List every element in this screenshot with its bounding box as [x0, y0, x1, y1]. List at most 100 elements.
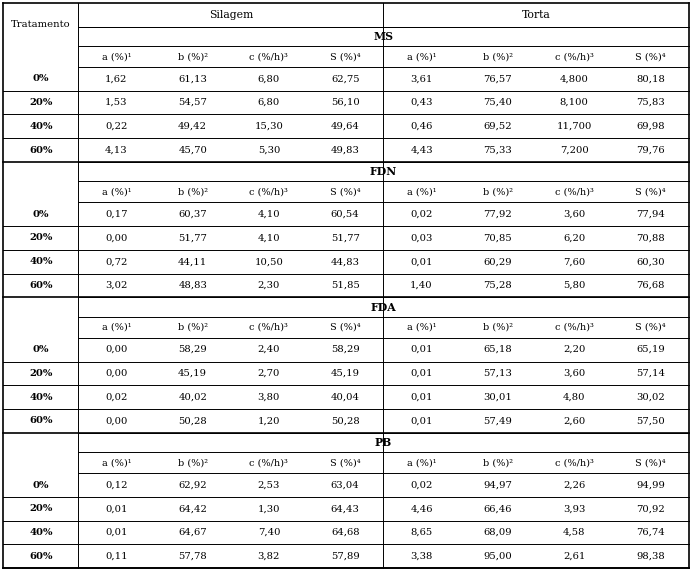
Text: S (%)⁴: S (%)⁴	[330, 323, 361, 332]
Text: 2,61: 2,61	[563, 552, 585, 561]
Text: 0,22: 0,22	[105, 122, 127, 131]
Text: 6,80: 6,80	[258, 98, 280, 107]
Text: 68,09: 68,09	[484, 528, 512, 537]
Text: 54,57: 54,57	[179, 98, 207, 107]
Text: 0,02: 0,02	[410, 210, 432, 219]
Text: 63,04: 63,04	[331, 481, 360, 489]
Text: 0%: 0%	[33, 74, 49, 83]
Text: 30,01: 30,01	[484, 393, 512, 401]
Text: 3,82: 3,82	[257, 552, 280, 561]
Text: S (%)⁴: S (%)⁴	[330, 458, 361, 467]
Text: 45,70: 45,70	[179, 146, 207, 155]
Text: 57,50: 57,50	[636, 416, 665, 425]
Text: Silagem: Silagem	[209, 10, 253, 20]
Text: Tratamento: Tratamento	[11, 20, 71, 29]
Text: S (%)⁴: S (%)⁴	[635, 458, 666, 467]
Text: 64,68: 64,68	[331, 528, 360, 537]
Text: 6,20: 6,20	[563, 234, 585, 243]
Text: 4,10: 4,10	[257, 210, 280, 219]
Text: 20%: 20%	[29, 98, 53, 107]
Text: 48,83: 48,83	[179, 281, 207, 290]
Text: 40%: 40%	[29, 122, 53, 131]
Text: b (%)²: b (%)²	[483, 323, 513, 332]
Text: a (%)¹: a (%)¹	[102, 187, 131, 196]
Text: 60%: 60%	[29, 552, 53, 561]
Text: MS: MS	[374, 31, 393, 42]
Text: 56,10: 56,10	[331, 98, 360, 107]
Text: 65,18: 65,18	[484, 345, 512, 354]
Text: 80,18: 80,18	[636, 74, 665, 83]
Text: 0%: 0%	[33, 345, 49, 354]
Text: 49,83: 49,83	[331, 146, 360, 155]
Text: 0,00: 0,00	[105, 345, 127, 354]
Text: 3,93: 3,93	[563, 504, 585, 513]
Text: b (%)²: b (%)²	[178, 187, 208, 196]
Text: 3,61: 3,61	[410, 74, 432, 83]
Text: 57,78: 57,78	[179, 552, 207, 561]
Text: 40,02: 40,02	[179, 393, 207, 401]
Text: 1,53: 1,53	[105, 98, 127, 107]
Text: 0,02: 0,02	[105, 393, 127, 401]
Text: 98,38: 98,38	[636, 552, 665, 561]
Text: 4,80: 4,80	[563, 393, 585, 401]
Text: 50,28: 50,28	[179, 416, 207, 425]
Text: 95,00: 95,00	[484, 552, 512, 561]
Text: 2,30: 2,30	[257, 281, 280, 290]
Text: S (%)⁴: S (%)⁴	[635, 323, 666, 332]
Text: a (%)¹: a (%)¹	[407, 187, 437, 196]
Text: 50,28: 50,28	[331, 416, 360, 425]
Text: 1,20: 1,20	[257, 416, 280, 425]
Text: 0,00: 0,00	[105, 416, 127, 425]
Text: PB: PB	[375, 437, 392, 448]
Text: 0,01: 0,01	[410, 416, 432, 425]
Text: 2,53: 2,53	[257, 481, 280, 489]
Text: 0,01: 0,01	[410, 369, 432, 378]
Text: 0,01: 0,01	[410, 393, 432, 401]
Text: 57,89: 57,89	[331, 552, 360, 561]
Text: 7,40: 7,40	[257, 528, 280, 537]
Text: 4,46: 4,46	[410, 504, 432, 513]
Text: 2,20: 2,20	[563, 345, 585, 354]
Text: 10,50: 10,50	[255, 258, 283, 266]
Text: 8,100: 8,100	[560, 98, 588, 107]
Text: b (%)²: b (%)²	[483, 52, 513, 61]
Text: 44,11: 44,11	[178, 258, 208, 266]
Text: 61,13: 61,13	[179, 74, 207, 83]
Text: 75,40: 75,40	[484, 98, 512, 107]
Text: a (%)¹: a (%)¹	[407, 458, 437, 467]
Text: 4,58: 4,58	[563, 528, 585, 537]
Text: 3,60: 3,60	[563, 369, 585, 378]
Text: 0,02: 0,02	[410, 481, 432, 489]
Text: 0,43: 0,43	[410, 98, 432, 107]
Text: 6,80: 6,80	[258, 74, 280, 83]
Text: 76,74: 76,74	[636, 528, 665, 537]
Text: c (%/h)³: c (%/h)³	[555, 458, 594, 467]
Text: 60,54: 60,54	[331, 210, 360, 219]
Text: b (%)²: b (%)²	[483, 187, 513, 196]
Text: 65,19: 65,19	[636, 345, 665, 354]
Text: a (%)¹: a (%)¹	[102, 52, 131, 61]
Text: 69,52: 69,52	[484, 122, 512, 131]
Text: b (%)²: b (%)²	[178, 458, 208, 467]
Text: 1,40: 1,40	[410, 281, 432, 290]
Text: Torta: Torta	[522, 10, 550, 20]
Text: S (%)⁴: S (%)⁴	[635, 187, 666, 196]
Text: a (%)¹: a (%)¹	[102, 323, 131, 332]
Text: S (%)⁴: S (%)⁴	[330, 187, 361, 196]
Text: 2,60: 2,60	[563, 416, 585, 425]
Text: 57,14: 57,14	[636, 369, 665, 378]
Text: 75,28: 75,28	[484, 281, 512, 290]
Text: 60%: 60%	[29, 281, 53, 290]
Text: 60,30: 60,30	[636, 258, 665, 266]
Text: 0,03: 0,03	[410, 234, 432, 243]
Text: 0,01: 0,01	[410, 258, 432, 266]
Text: 4,10: 4,10	[257, 234, 280, 243]
Text: 60,29: 60,29	[484, 258, 512, 266]
Text: 76,68: 76,68	[636, 281, 664, 290]
Text: 44,83: 44,83	[331, 258, 360, 266]
Text: 64,42: 64,42	[179, 504, 207, 513]
Text: 2,70: 2,70	[257, 369, 280, 378]
Text: c (%/h)³: c (%/h)³	[555, 52, 594, 61]
Text: 4,800: 4,800	[560, 74, 588, 83]
Text: 7,60: 7,60	[563, 258, 585, 266]
